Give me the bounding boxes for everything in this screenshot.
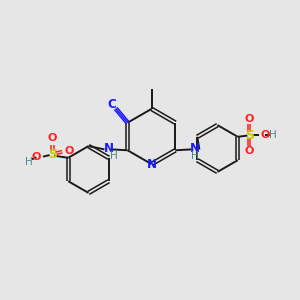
Text: N: N	[190, 142, 200, 155]
Text: O: O	[48, 133, 57, 143]
Text: O: O	[32, 152, 41, 162]
Text: H: H	[110, 151, 117, 161]
Text: S: S	[245, 128, 254, 142]
Text: N: N	[146, 158, 157, 171]
Text: O: O	[244, 114, 254, 124]
Text: O: O	[244, 146, 254, 156]
Text: S: S	[48, 148, 57, 161]
Text: H: H	[25, 157, 33, 167]
Text: N: N	[103, 142, 113, 155]
Text: H: H	[191, 151, 199, 161]
Text: O: O	[64, 146, 74, 156]
Text: H: H	[269, 130, 277, 140]
Text: O: O	[261, 130, 270, 140]
Text: C: C	[108, 98, 116, 111]
